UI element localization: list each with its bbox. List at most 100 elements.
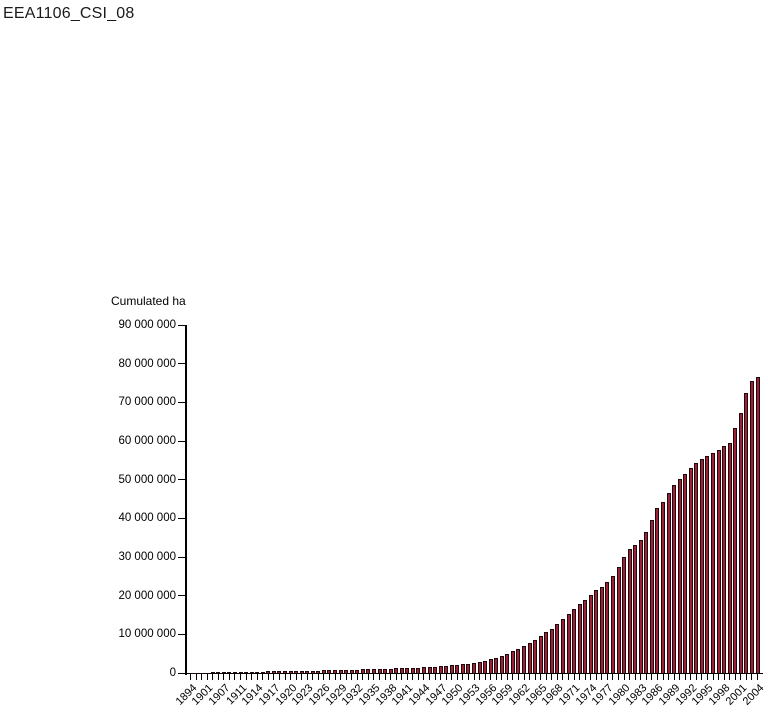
x-tick-mark [228, 674, 230, 680]
x-tick-mark [217, 674, 219, 680]
x-tick-mark [595, 674, 597, 680]
bar [694, 463, 699, 673]
x-tick-mark [440, 674, 442, 680]
y-tick-label: 10 000 000 [118, 628, 176, 641]
bar [744, 393, 749, 673]
bar [366, 669, 371, 673]
bar [510, 651, 515, 673]
bar [672, 485, 677, 673]
y-tick-label: 50 000 000 [118, 473, 176, 486]
x-tick-mark [534, 674, 536, 680]
bar [321, 670, 326, 673]
x-tick-mark [740, 674, 742, 680]
bar [199, 672, 204, 674]
x-tick-mark [412, 674, 414, 680]
bar [271, 671, 276, 673]
x-tick-mark [362, 674, 364, 680]
bar [616, 567, 621, 673]
x-tick-mark [706, 674, 708, 680]
x-tick-mark [345, 674, 347, 680]
bar [388, 668, 393, 673]
bar [638, 539, 643, 673]
x-tick-mark [573, 674, 575, 680]
x-tick-mark [695, 674, 697, 680]
x-tick-mark [451, 674, 453, 680]
y-tick-mark [178, 479, 185, 481]
bar [738, 413, 743, 673]
bar [427, 667, 432, 673]
x-tick-mark [273, 674, 275, 680]
bar [344, 669, 349, 673]
bar [594, 589, 599, 673]
x-tick-mark [512, 674, 514, 680]
x-tick-mark [295, 674, 297, 680]
x-tick-mark [234, 674, 236, 680]
bar [683, 473, 688, 673]
x-tick-mark [590, 674, 592, 680]
y-tick-label: 20 000 000 [118, 589, 176, 602]
x-tick-mark [262, 674, 264, 680]
bar [666, 493, 671, 673]
bar [399, 668, 404, 673]
x-tick-mark [434, 674, 436, 680]
bar [622, 557, 627, 673]
bar [249, 671, 254, 673]
y-tick-mark [178, 517, 185, 519]
bar [727, 442, 732, 673]
x-tick-mark [256, 674, 258, 680]
x-tick-mark [290, 674, 292, 680]
y-tick-label: 60 000 000 [118, 435, 176, 447]
bar [466, 663, 471, 673]
x-tick-mark [390, 674, 392, 680]
bar [527, 642, 532, 673]
x-tick-mark [317, 674, 319, 680]
x-tick-mark [529, 674, 531, 680]
y-tick-mark [178, 363, 185, 365]
x-tick-mark [584, 674, 586, 680]
x-tick-mark [606, 674, 608, 680]
bar [699, 459, 704, 673]
x-tick-mark [340, 674, 342, 680]
x-tick-mark [190, 674, 191, 680]
bar [405, 667, 410, 673]
bar [549, 628, 554, 673]
bar [216, 672, 221, 674]
x-tick-mark [423, 674, 425, 680]
bar [460, 664, 465, 673]
x-tick-mark [334, 674, 336, 680]
bar [260, 671, 265, 673]
y-tick-label: 80 000 000 [118, 357, 176, 370]
x-tick-mark [629, 674, 631, 680]
y-axis-line [185, 325, 187, 675]
x-tick-mark [723, 674, 725, 680]
x-tick-mark [206, 674, 208, 680]
x-tick-mark [651, 674, 653, 680]
bar [455, 665, 460, 673]
bar [733, 427, 738, 673]
bar [232, 671, 237, 673]
bar [555, 623, 560, 673]
bar [299, 670, 304, 673]
y-tick-mark [178, 556, 185, 558]
bar [533, 639, 538, 673]
bar [310, 670, 315, 673]
x-tick-mark [251, 674, 253, 680]
x-tick-mark [301, 674, 303, 680]
bar [283, 671, 287, 673]
bar [472, 662, 476, 673]
x-tick-mark [751, 674, 753, 680]
bar [538, 636, 543, 673]
bar [522, 645, 527, 673]
bar [238, 671, 243, 673]
bar [627, 549, 632, 673]
x-tick-mark [501, 674, 503, 680]
y-tick-label: 30 000 000 [118, 551, 176, 563]
x-tick-mark [668, 674, 670, 680]
x-tick-mark [328, 674, 330, 680]
y-tick-mark [178, 324, 185, 326]
bar [371, 669, 376, 673]
bar [377, 668, 382, 673]
bar [266, 671, 271, 673]
x-tick-mark [490, 674, 492, 680]
